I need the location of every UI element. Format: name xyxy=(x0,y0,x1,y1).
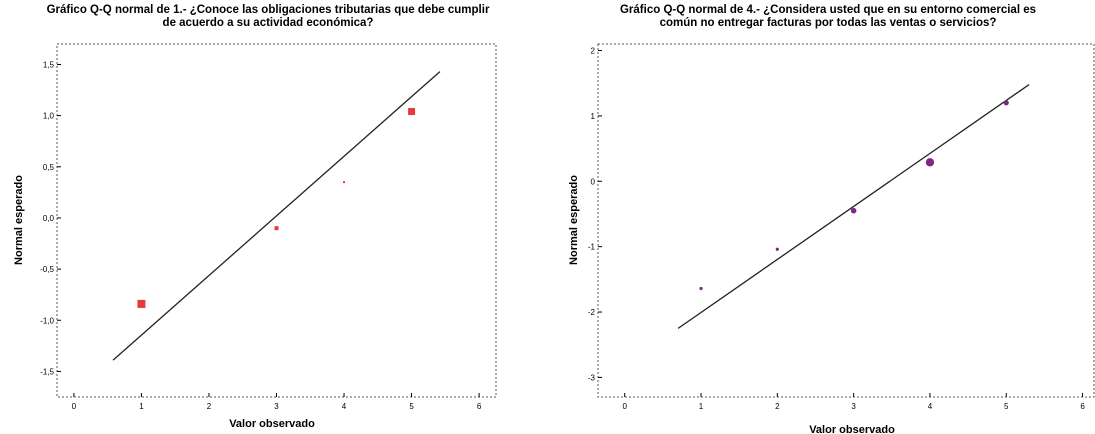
y-axis-label: Normal esperado xyxy=(13,175,25,265)
chart-title: Gráfico Q-Q normal de 4.- ¿Considera ust… xyxy=(620,4,1036,16)
y-tick-label: -3 xyxy=(588,373,596,382)
qq-plot-1: Gráfico Q-Q normal de 1.- ¿Conoce las ob… xyxy=(13,4,497,430)
y-tick-label: -1,0 xyxy=(40,316,54,325)
x-tick-label: 3 xyxy=(851,402,856,411)
axis-ticks: 0 1 2 3 4 5 6 -1,5 -1,0 -0,5 0,0 0,5 1,0 1,5 xyxy=(40,60,482,411)
x-tick-label: 0 xyxy=(72,402,77,411)
x-axis-label: Valor observado xyxy=(809,424,895,434)
qq-plot-2: Gráfico Q-Q normal de 4.- ¿Considera ust… xyxy=(548,0,1095,434)
x-tick-label: 1 xyxy=(139,402,144,411)
x-tick-label: 5 xyxy=(409,402,414,411)
data-point xyxy=(137,299,146,308)
x-tick-label: 6 xyxy=(1080,402,1085,411)
axis-ticks: 0 1 2 3 4 5 6 -3 -2 -1 0 1 2 xyxy=(588,47,1085,411)
chart-subtitle: de acuerdo a su actividad económica? xyxy=(163,17,374,29)
y-tick-label: -2 xyxy=(588,308,596,317)
plot-frame xyxy=(56,43,497,398)
reference-line xyxy=(112,71,441,361)
x-axis-label: Valor observado xyxy=(229,418,315,430)
y-tick-label: -1 xyxy=(588,243,596,252)
x-tick-label: 2 xyxy=(207,402,212,411)
y-tick-label: 2 xyxy=(591,47,596,56)
data-point xyxy=(699,286,703,291)
x-tick-label: 2 xyxy=(775,402,780,411)
x-tick-label: 1 xyxy=(699,402,704,411)
plot-marks xyxy=(677,83,1030,329)
chart-title: Gráfico Q-Q normal de 1.- ¿Conoce las ob… xyxy=(47,4,490,16)
y-tick-label: -1,5 xyxy=(40,367,54,376)
plot-frame xyxy=(597,43,1095,398)
y-tick-label: 1,5 xyxy=(43,60,55,69)
data-point xyxy=(850,207,857,214)
data-point xyxy=(408,108,416,116)
y-tick-label: 0 xyxy=(591,177,596,186)
data-point xyxy=(343,181,346,184)
x-tick-label: 4 xyxy=(342,402,347,411)
y-tick-label: 0,0 xyxy=(43,214,55,223)
y-tick-label: 0,5 xyxy=(43,163,55,172)
qq-plot-1-svg: Gráfico Q-Q normal de 1.- ¿Conoce las ob… xyxy=(13,4,497,430)
plot-marks xyxy=(112,71,441,361)
chart-subtitle: común no entregar facturas por todas las… xyxy=(660,17,997,29)
x-tick-label: 3 xyxy=(274,402,279,411)
reference-line xyxy=(677,83,1030,329)
data-point xyxy=(1003,100,1009,106)
y-axis-label: Normal esperado xyxy=(568,175,580,265)
y-tick-label: -0,5 xyxy=(40,265,54,274)
data-point xyxy=(775,247,779,251)
qq-plot-2-svg: Gráfico Q-Q normal de 4.- ¿Considera ust… xyxy=(568,4,1095,434)
x-tick-label: 5 xyxy=(1004,402,1009,411)
data-point xyxy=(925,158,935,167)
y-tick-label: 1,0 xyxy=(43,112,55,121)
x-tick-label: 6 xyxy=(477,402,482,411)
x-tick-label: 0 xyxy=(622,402,627,411)
data-point xyxy=(274,226,279,231)
y-tick-label: 1 xyxy=(591,112,596,121)
x-tick-label: 4 xyxy=(928,402,933,411)
